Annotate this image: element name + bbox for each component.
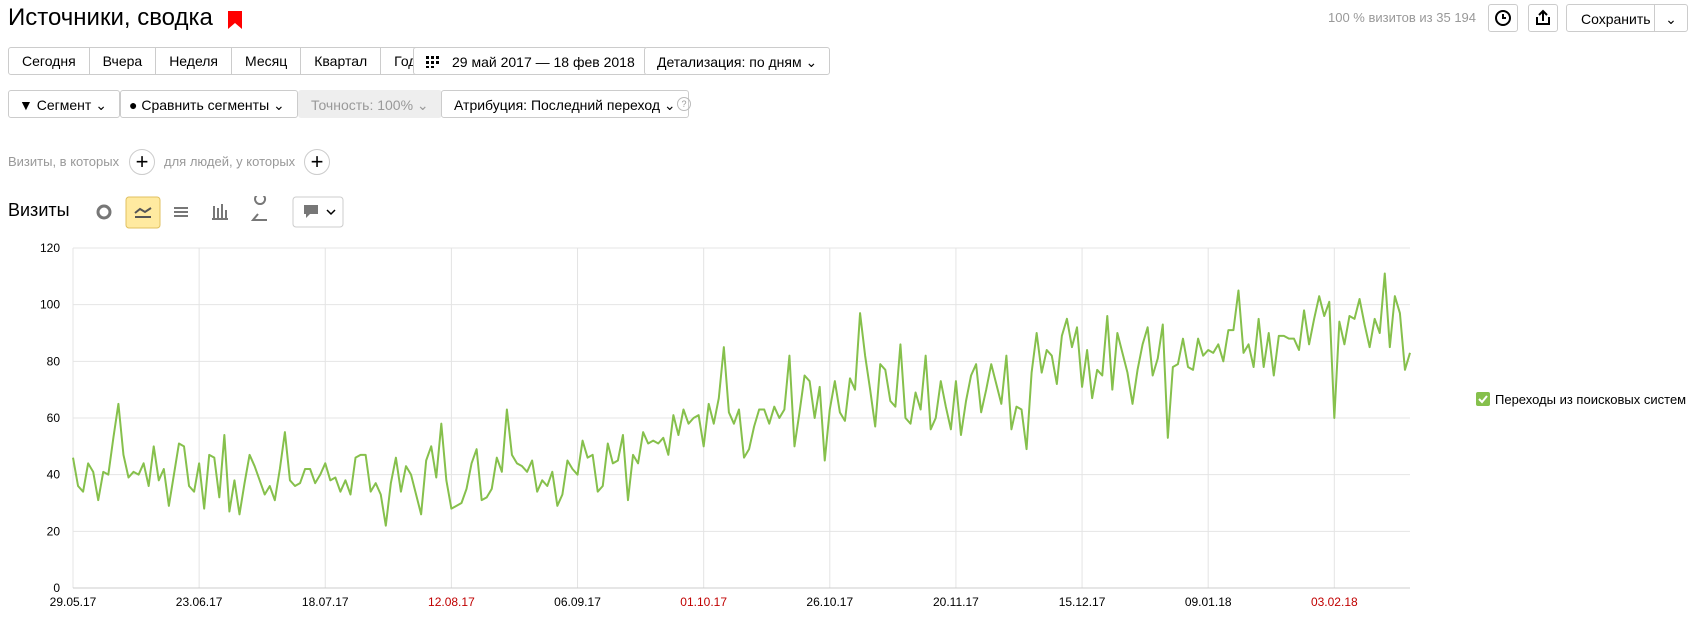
x-tick-label: 06.09.17	[554, 595, 601, 609]
x-tick-label: 20.11.17	[933, 595, 979, 609]
metric-title: Визиты	[8, 200, 70, 220]
date-range-button[interactable]: 29 май 2017 — 18 фев 2018	[413, 47, 648, 75]
attribution-label: Атрибуция: Последний переход	[454, 97, 661, 113]
y-tick-label: 120	[40, 241, 60, 255]
save-label: Сохранить	[1581, 11, 1651, 27]
x-tick-label: 29.05.17	[50, 595, 97, 609]
history-button[interactable]	[1488, 4, 1518, 32]
x-tick-label: 23.06.17	[176, 595, 223, 609]
y-tick-label: 0	[53, 581, 60, 595]
line-icon-active[interactable]	[125, 196, 161, 229]
area-icon[interactable]	[174, 207, 188, 217]
y-tick-label: 80	[47, 354, 61, 368]
accuracy-label: Точность: 100%	[311, 97, 414, 113]
x-tick-label: 12.08.17	[428, 595, 475, 609]
y-tick-label: 60	[47, 411, 61, 425]
period-button[interactable]: Год	[394, 53, 417, 69]
x-tick-label: 01.10.17	[680, 595, 727, 609]
segment-button[interactable]: ▼ Сегмент ⌄	[8, 90, 120, 118]
compare-label: Сравнить сегменты	[141, 97, 270, 113]
bar-icon[interactable]	[212, 204, 228, 220]
period-button[interactable]: Неделя	[156, 48, 233, 74]
add-people-filter[interactable]: +	[304, 149, 330, 175]
x-tick-label: 15.12.17	[1059, 595, 1106, 609]
segment-label: Сегмент	[36, 97, 92, 113]
legend-item[interactable]: Переходы из поисковых систем	[1476, 392, 1686, 407]
legend-check	[1478, 395, 1488, 404]
period-button[interactable]: Сегодня	[9, 48, 90, 74]
compare-button[interactable]: ● Сравнить сегменты ⌄	[120, 90, 298, 118]
help-icon[interactable]: ?	[677, 97, 691, 111]
accuracy-button: Точность: 100% ⌄	[298, 90, 442, 118]
x-tick-label: 09.01.18	[1185, 595, 1232, 609]
y-tick-label: 100	[40, 298, 60, 312]
period-button[interactable]: Месяц	[232, 48, 302, 74]
series-line	[72, 272, 1411, 527]
y-tick-label: 40	[47, 468, 61, 482]
detail-label: Детализация: по дням	[657, 54, 802, 70]
period-button[interactable]: Квартал	[301, 48, 382, 74]
date-range: 29 май 2017 — 18 фев 2018	[452, 54, 635, 70]
page-title: Источники, сводка	[8, 4, 213, 31]
people-filter-label: для людей, у которых	[164, 154, 296, 169]
detail-button[interactable]: Детализация: по дням ⌄	[644, 47, 831, 75]
x-tick-label: 03.02.18	[1311, 595, 1358, 609]
visits-filter-label: Визиты, в которых	[8, 154, 120, 169]
bookmark-icon[interactable]	[228, 11, 242, 29]
legend-checkbox	[1476, 392, 1490, 406]
attribution-button[interactable]: Атрибуция: Последний переход ⌄	[441, 90, 689, 118]
period-button[interactable]: Вчера	[90, 48, 157, 74]
export-button[interactable]	[1528, 4, 1558, 32]
save-button[interactable]: Сохранить ⌄	[1566, 4, 1688, 32]
legend-label: Переходы из поисковых систем	[1495, 392, 1686, 407]
x-tick-label: 26.10.17	[806, 595, 853, 609]
chart-type-switch	[96, 196, 344, 229]
chart: 0 20 40 60 80 100 120 29.05.17 23.06.17 18.07.17 1…	[40, 241, 1686, 609]
x-tick-label: 18.07.17	[302, 595, 349, 609]
visits-share: 100 % визитов из 35 194	[1328, 10, 1477, 25]
add-visit-filter[interactable]: +	[129, 149, 155, 175]
pie-icon[interactable]	[96, 204, 112, 220]
map-icon[interactable]	[250, 196, 267, 221]
period-buttons: Сегодня Вчера Неделя Месяц Квартал Год	[8, 47, 431, 75]
y-tick-label: 20	[47, 524, 61, 538]
